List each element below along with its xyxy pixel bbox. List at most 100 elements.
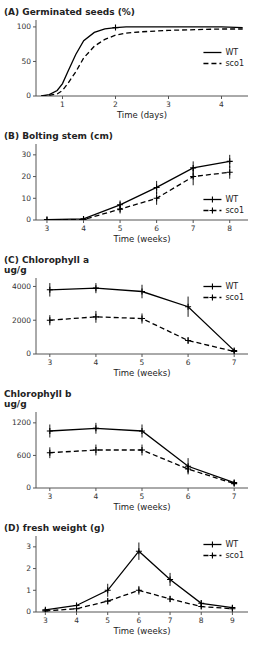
- title: (B) Bolting stem (cm): [4, 131, 113, 141]
- plot-area: [44, 155, 233, 220]
- point-marker: [136, 587, 142, 593]
- point-marker: [167, 596, 173, 602]
- point-marker: [139, 316, 145, 322]
- legend-marker: [209, 284, 215, 290]
- point-marker: [42, 608, 48, 612]
- point-marker: [93, 314, 99, 320]
- x-tick-label: 6: [186, 358, 191, 367]
- x-tick-label: 9: [230, 616, 235, 625]
- legend: WTsco1: [203, 282, 244, 302]
- x-tick: [120, 220, 121, 223]
- series-line: [45, 551, 232, 610]
- y-tick: [33, 26, 36, 27]
- y-tick: [33, 455, 36, 456]
- point-marker: [47, 317, 53, 323]
- legend-label: sco1: [225, 551, 244, 560]
- x-tick: [115, 96, 116, 99]
- legend-marker: [209, 295, 215, 301]
- y-tick-label: 10: [21, 194, 31, 203]
- x-tick: [221, 96, 222, 99]
- y-axis-line: [36, 412, 37, 488]
- panel: (B) Bolting stem (cm)3456780102030Time (…: [4, 131, 248, 244]
- x-tick: [46, 220, 47, 223]
- y-tick-label: 30: [21, 150, 31, 159]
- x-tick-label: 5: [140, 358, 145, 367]
- x-tick-label: 2: [113, 100, 118, 109]
- point-marker: [113, 25, 119, 31]
- legend-marker: [209, 197, 215, 203]
- point-marker: [185, 337, 191, 343]
- plot-area: [42, 543, 235, 612]
- point-marker: [190, 174, 196, 180]
- y-tick-label: 20: [21, 172, 31, 181]
- x-tick: [142, 354, 143, 357]
- point-marker: [167, 576, 173, 582]
- point-marker: [47, 450, 53, 456]
- x-tick: [201, 612, 202, 615]
- x-tick: [193, 220, 194, 223]
- y-tick-label: 0: [26, 483, 31, 492]
- x-tick-label: 3: [47, 358, 52, 367]
- point-marker: [227, 158, 233, 164]
- y-tick-label: 3: [26, 542, 31, 551]
- x-tick: [49, 354, 50, 357]
- legend-marker: [209, 542, 215, 548]
- point-marker: [105, 587, 111, 593]
- x-tick-label: 7: [232, 492, 237, 501]
- plot-area: [41, 25, 242, 96]
- y-tick-label: 0: [26, 607, 31, 616]
- x-tick: [188, 488, 189, 491]
- x-tick: [234, 488, 235, 491]
- x-tick-label: 7: [168, 616, 173, 625]
- legend: WTsco1: [203, 48, 244, 68]
- title: (A) Germinated seeds (%): [4, 7, 135, 17]
- y-axis-line: [36, 144, 37, 220]
- x-tick-label: 3: [43, 616, 48, 625]
- point-marker: [136, 548, 142, 554]
- x-tick-label: 1: [60, 100, 65, 109]
- x-tick-label: 8: [199, 616, 204, 625]
- x-tick-label: 5: [140, 492, 145, 501]
- x-tick: [83, 220, 84, 223]
- point-marker: [229, 606, 235, 612]
- y-tick: [33, 320, 36, 321]
- y-tick-label: 2000: [12, 316, 31, 325]
- legend: WTsco1: [203, 195, 244, 215]
- x-tick-label: 3: [166, 100, 171, 109]
- plot-area: [47, 423, 237, 487]
- y-tick: [33, 568, 36, 569]
- x-tick-label: 6: [186, 492, 191, 501]
- series-line: [41, 29, 242, 96]
- y-tick-label: 2: [26, 564, 31, 573]
- title: Chlorophyll b: [4, 389, 72, 399]
- y-tick: [33, 354, 36, 355]
- x-tick: [138, 612, 139, 615]
- x-tick: [234, 354, 235, 357]
- point-marker: [154, 184, 160, 190]
- legend-marker: [209, 553, 215, 559]
- subtitle: ug/g: [4, 265, 27, 275]
- x-tick-label: 4: [81, 224, 86, 233]
- y-tick: [33, 198, 36, 199]
- point-marker: [81, 217, 87, 220]
- y-tick: [33, 286, 36, 287]
- legend-swatch: [203, 52, 221, 53]
- point-marker: [139, 428, 145, 434]
- point-marker: [117, 206, 123, 212]
- x-tick: [142, 488, 143, 491]
- point-marker: [185, 466, 191, 472]
- x-axis-label: Time (weeks): [113, 368, 171, 378]
- y-tick-label: 0: [26, 349, 31, 358]
- y-tick: [33, 220, 36, 221]
- x-axis-label: Time (weeks): [113, 502, 171, 512]
- title: (C) Chlorophyll a: [4, 255, 89, 265]
- x-tick-label: 3: [45, 224, 50, 233]
- x-tick-label: 6: [136, 616, 141, 625]
- legend-label: WT: [225, 195, 238, 204]
- y-tick-label: 1: [26, 586, 31, 595]
- y-tick: [33, 590, 36, 591]
- point-marker: [81, 216, 87, 220]
- y-tick: [33, 96, 36, 97]
- x-axis-label: Time (weeks): [113, 234, 171, 244]
- point-marker: [44, 217, 50, 220]
